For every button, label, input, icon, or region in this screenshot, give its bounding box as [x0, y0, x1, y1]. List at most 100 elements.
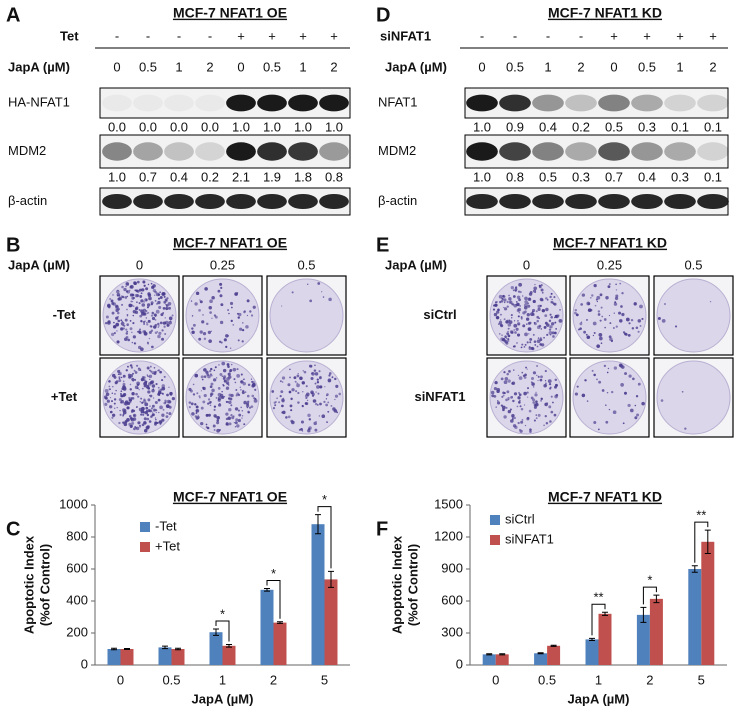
colony	[281, 376, 286, 380]
y-tick-label: 800	[66, 528, 88, 543]
colony	[520, 407, 524, 411]
lane-label: 0	[237, 59, 244, 74]
colony	[297, 391, 300, 395]
colony	[604, 326, 606, 329]
colony	[510, 396, 513, 399]
colony	[118, 398, 122, 402]
colony	[116, 406, 118, 409]
colony	[496, 389, 500, 394]
colony	[627, 334, 631, 337]
colony	[326, 421, 328, 423]
colony	[547, 379, 552, 384]
colony	[579, 322, 583, 326]
colony	[324, 386, 326, 388]
colony	[188, 401, 192, 404]
colony	[490, 390, 495, 395]
colony	[522, 311, 526, 315]
colony	[210, 393, 213, 397]
colony	[208, 413, 211, 417]
colony	[289, 368, 291, 371]
colony	[211, 317, 213, 319]
colony	[495, 406, 497, 408]
band	[164, 142, 194, 161]
error-bar	[162, 645, 168, 650]
colony	[202, 314, 204, 316]
colony	[615, 325, 618, 328]
colony	[630, 318, 634, 322]
colony	[116, 340, 120, 344]
colony	[240, 380, 243, 383]
y-tick-label: 300	[441, 624, 463, 639]
colony	[125, 369, 128, 372]
panel-title: MCF-7 NFAT1 OE	[173, 235, 287, 251]
colony	[133, 427, 136, 431]
colony	[511, 418, 514, 420]
colony	[307, 428, 311, 433]
lane-label: -	[208, 28, 212, 43]
colony	[150, 407, 154, 410]
y-tick-label: 1200	[434, 528, 463, 543]
colonies	[103, 364, 176, 433]
colony	[117, 311, 120, 315]
quant-label: 1.0	[294, 119, 312, 134]
colony	[246, 394, 250, 398]
colony	[543, 336, 545, 339]
colony	[132, 413, 137, 418]
colony	[143, 330, 147, 333]
colony	[600, 306, 603, 309]
quant-label: 0.4	[539, 119, 557, 134]
colony	[544, 314, 548, 318]
colony	[276, 397, 278, 400]
colony	[168, 412, 172, 416]
colony	[636, 413, 640, 417]
colony	[146, 306, 149, 309]
colony	[226, 363, 230, 366]
colony	[133, 342, 136, 345]
colony	[522, 374, 526, 377]
colony	[235, 389, 238, 391]
band	[195, 94, 225, 112]
colony	[126, 330, 129, 333]
colony	[123, 287, 127, 292]
colony	[110, 332, 115, 337]
colony	[153, 367, 156, 369]
colony	[194, 403, 197, 406]
colony	[624, 332, 627, 336]
colony	[147, 283, 150, 286]
error-bar	[486, 653, 493, 656]
colony	[498, 294, 503, 299]
colony	[192, 383, 195, 386]
colony	[507, 379, 511, 383]
colony	[164, 298, 168, 302]
colony	[132, 409, 136, 413]
colony	[628, 322, 631, 325]
column-label: 0	[136, 257, 143, 272]
colony	[553, 413, 557, 417]
colony	[501, 297, 504, 301]
error-bar	[111, 647, 117, 651]
colony	[105, 315, 109, 319]
colony	[146, 425, 150, 429]
colony	[517, 315, 520, 318]
colony	[516, 333, 521, 337]
quant-label: 0.7	[139, 169, 157, 184]
colony	[155, 382, 158, 386]
colony	[252, 305, 256, 309]
colony	[613, 366, 618, 370]
colony	[635, 395, 639, 398]
colony	[295, 390, 298, 393]
colony	[164, 320, 169, 325]
colony	[205, 413, 209, 417]
colony	[148, 420, 152, 423]
colony	[217, 289, 221, 293]
colony	[200, 375, 204, 379]
colony	[107, 304, 111, 308]
colony	[531, 382, 535, 386]
colony	[160, 313, 164, 317]
colony	[598, 333, 603, 337]
x-tick-label: 2	[646, 672, 653, 687]
panel-letter: E	[376, 234, 389, 256]
colony	[143, 284, 146, 287]
colony	[129, 424, 133, 428]
row-label: -Tet	[53, 307, 77, 322]
